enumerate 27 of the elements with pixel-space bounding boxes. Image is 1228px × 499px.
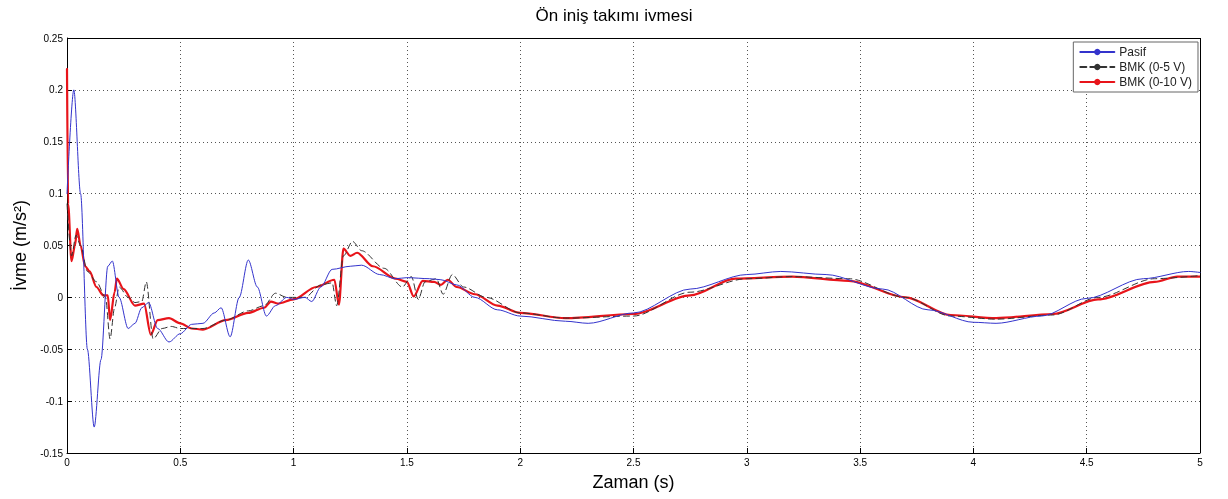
- line-series: [66, 203, 1201, 340]
- y-tick-label: 0.2: [49, 84, 64, 96]
- y-tick-label: -0.1: [45, 395, 64, 407]
- x-tick-label: 1: [290, 456, 297, 468]
- legend-label: Pasif: [1119, 45, 1147, 59]
- x-tick-label: 4: [970, 456, 977, 468]
- y-tick-label: 0.1: [49, 188, 64, 200]
- x-tick-label: 2: [517, 456, 524, 468]
- y-tick-label: 0: [57, 291, 64, 303]
- legend-label: BMK (0-10 V): [1119, 75, 1192, 89]
- y-tick-label: 0.15: [43, 136, 64, 148]
- x-axis-title: Zaman (s): [592, 472, 675, 492]
- x-tick-label: 4.5: [1079, 456, 1095, 468]
- x-tick-label: 2.5: [626, 456, 641, 468]
- y-tick-label: -0.15: [40, 447, 64, 459]
- x-tick-label: 1.5: [399, 456, 415, 468]
- line-series: [66, 89, 1201, 428]
- chart-title: Ön iniş takımı ivmesi: [535, 6, 693, 25]
- y-tick-label: 0.05: [43, 240, 64, 251]
- x-tick-label: 3.5: [853, 456, 868, 468]
- legend-label: BMK (0-5 V): [1119, 60, 1186, 74]
- y-tick-label: 0.25: [43, 32, 64, 44]
- x-tick-label: 3: [744, 456, 751, 468]
- y-axis-title: İvme (m/s²): [10, 200, 30, 291]
- x-tick-label: 5: [1197, 456, 1204, 468]
- y-tick-label: -0.05: [40, 343, 64, 355]
- x-tick-label: 0.5: [173, 456, 188, 468]
